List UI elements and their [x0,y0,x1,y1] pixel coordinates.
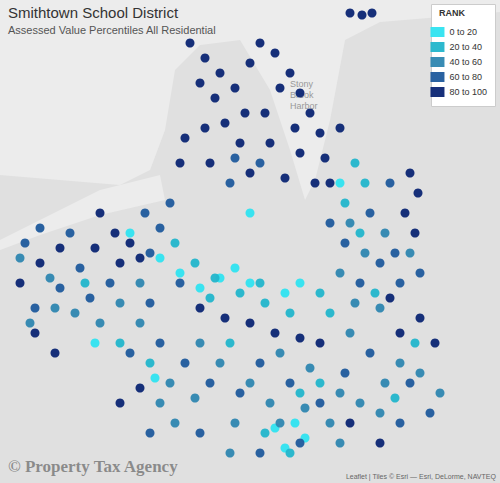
svg-text:80 to 100: 80 to 100 [449,87,487,97]
svg-text:Harbor: Harbor [290,101,318,111]
svg-text:Assessed Value Percentiles All: Assessed Value Percentiles All Residenti… [8,24,216,36]
svg-text:Leaflet | Tiles © Esri — Esri,: Leaflet | Tiles © Esri — Esri, DeLorme, … [346,473,497,481]
svg-text:40 to 60: 40 to 60 [449,57,482,67]
svg-text:0 to 20: 0 to 20 [449,27,477,37]
svg-text:RANK: RANK [439,8,465,18]
svg-text:60 to 80: 60 to 80 [449,72,482,82]
svg-text:Smithtown School District: Smithtown School District [8,4,179,21]
svg-text:© Property Tax Agency: © Property Tax Agency [8,457,178,476]
svg-text:Stony: Stony [290,79,314,89]
svg-text:Brook: Brook [290,89,314,100]
svg-text:20 to 40: 20 to 40 [449,42,482,52]
